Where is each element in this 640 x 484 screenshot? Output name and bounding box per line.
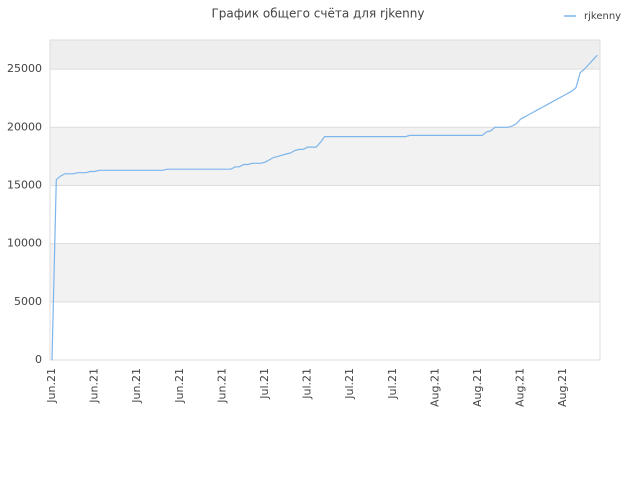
x-tick-label: Jun.21: [130, 368, 143, 404]
x-tick-label: Jul.21: [258, 368, 271, 400]
x-tick-label: Jul.21: [301, 368, 314, 400]
x-tick-label: Jun.21: [88, 368, 101, 404]
x-tick-label: Jul.21: [386, 368, 399, 400]
x-tick-label: Aug.21: [514, 368, 527, 407]
y-tick-label: 10000: [7, 237, 42, 250]
x-tick-label: Aug.21: [471, 368, 484, 407]
x-tick-label: Aug.21: [556, 368, 569, 407]
x-tick-label: Jun.21: [173, 368, 186, 404]
line: [51, 54, 598, 361]
chart-title: График общего счёта для rjkenny: [211, 7, 424, 21]
grid-band: [50, 40, 600, 70]
y-tick-label: 25000: [7, 62, 42, 75]
x-tick-label: Jul.21: [343, 368, 356, 400]
x-tick-label: Jun.21: [215, 368, 228, 404]
y-tick-label: 5000: [14, 295, 42, 308]
plot-frame: [49, 39, 601, 361]
x-tick-label: Jun.21: [45, 368, 58, 404]
y-tick-label: 20000: [7, 120, 42, 133]
y-tick-label: 0: [35, 353, 42, 366]
y-tick-label: 15000: [7, 178, 42, 191]
legend-label: rjkenny: [584, 11, 621, 22]
grid-band: [50, 243, 600, 302]
x-tick-label: Aug.21: [428, 368, 441, 407]
